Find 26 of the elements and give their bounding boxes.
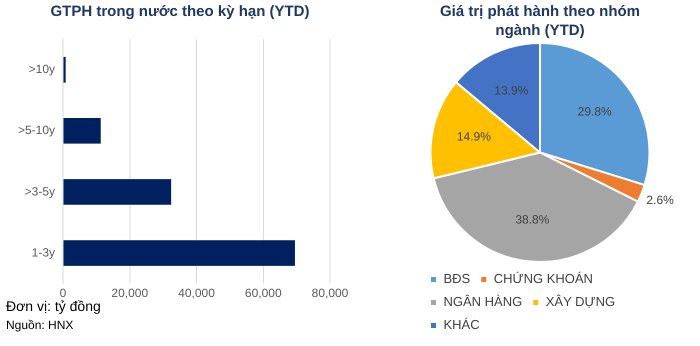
bar — [64, 118, 101, 144]
y-tick-label: >3-5y — [24, 184, 56, 198]
data-label: 38.8% — [515, 212, 550, 226]
x-tick-label: 80,000 — [312, 286, 349, 300]
chart-title: GTPH trong nước theo kỳ hạn (YTD) — [49, 2, 311, 21]
legend-label: KHÁC — [444, 317, 480, 332]
y-tick-label: >5-10y — [18, 123, 56, 138]
y-tick-label: >10y — [28, 62, 56, 76]
legend-label: XÂY DỰNG — [546, 294, 616, 310]
chart-title: Giá trị phát hành theo nhóm ngành (YTD) — [440, 2, 640, 40]
x-tick-label: 60,000 — [244, 286, 282, 300]
text: Đơn vị: tỷ đồng — [6, 298, 101, 314]
x-tick-label: 20,000 — [111, 286, 148, 300]
data-label: 14.9% — [456, 129, 492, 144]
data-label: 13.9% — [494, 83, 529, 98]
legend-label: BĐS — [444, 271, 471, 286]
bar — [64, 179, 172, 205]
x-tick-label: 0 — [60, 286, 67, 300]
data-label: 2.6% — [646, 193, 674, 208]
legend-label: NGÂN HÀNG — [444, 294, 522, 310]
x-tick-label: 40,000 — [178, 286, 216, 300]
data-label: 29.8% — [578, 104, 612, 119]
y-tick-label: 1-3y — [32, 245, 56, 260]
text: Nguồn: HNX — [6, 318, 74, 332]
bar — [64, 240, 295, 266]
legend-label: CHỨNG KHOÁN — [494, 271, 593, 286]
